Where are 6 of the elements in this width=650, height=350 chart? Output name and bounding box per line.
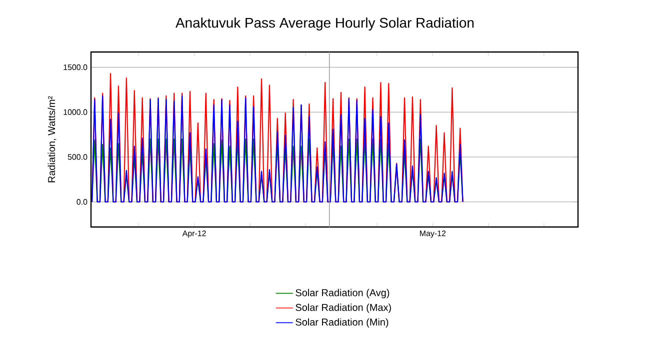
legend-label: Solar Radiation (Avg) [296, 288, 390, 298]
line-series [91, 95, 464, 202]
legend-label: Solar Radiation (Max) [296, 304, 391, 313]
y-axis-title: Radiation, Watts/m² [48, 96, 56, 182]
chart-title: Anaktuvuk Pass Average Hourly Solar Radiation [176, 17, 474, 30]
legend-label: Solar Radiation (Min) [296, 318, 388, 328]
